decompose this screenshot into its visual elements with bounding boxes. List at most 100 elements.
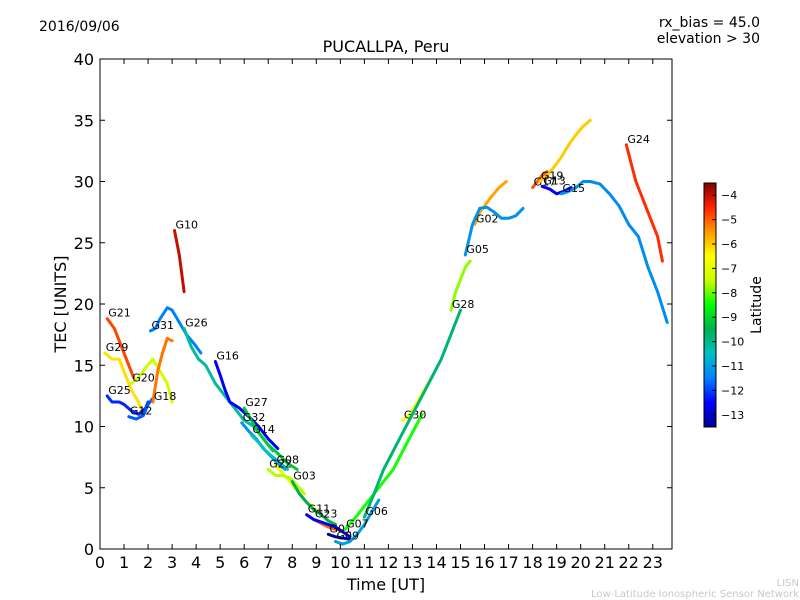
series-label-g11: G11 (308, 503, 331, 516)
series-line-g22 (266, 467, 306, 496)
x-tick-label: 7 (263, 553, 273, 572)
x-tick-label: 2 (143, 553, 153, 572)
colorbar-tick-label: −13 (721, 409, 744, 422)
series-label-g07: G07 (346, 517, 369, 530)
x-tick-label: 3 (167, 553, 177, 572)
series-label-g15: G15 (562, 182, 585, 195)
series-line-g10 (173, 229, 186, 294)
colorbar-tick-label: −6 (721, 238, 737, 251)
series-label-g28: G28 (452, 298, 475, 311)
colorbar-ticks: −4 −5 −6 −7 −8 −9 −10 −11 −12 −13 (712, 189, 744, 422)
y-tick-label: 10 (74, 418, 94, 437)
y-tick-label: 25 (74, 234, 94, 253)
series-label-g02: G02 (476, 212, 499, 225)
x-tick-label: 13 (402, 553, 422, 572)
x-tick-label: 16 (474, 553, 494, 572)
x-tick-label: 6 (239, 553, 249, 572)
y-tick-label: 20 (74, 295, 94, 314)
x-tick-label: 4 (191, 553, 201, 572)
series-label-g21: G21 (108, 307, 131, 320)
series-label-g31: G31 (151, 319, 174, 332)
series-line-g11 (305, 513, 352, 539)
colorbar-tick-label: −11 (721, 360, 744, 373)
series-g01: G01 (326, 522, 352, 541)
series-g02: G02 (473, 180, 508, 226)
series-g21: G21 (105, 307, 136, 379)
rx-bias-label: rx_bias = 45.0 (659, 15, 760, 31)
series-label-g13: G13 (543, 174, 566, 187)
series-label-g08: G08 (276, 454, 299, 467)
series-label-g01: G01 (329, 522, 352, 535)
x-tick-label: 10 (330, 553, 350, 572)
series-line-g16 (213, 360, 280, 451)
series-g29: G29 (103, 341, 145, 416)
footer-network: Low-Latitude Ionospheric Sensor Network (591, 589, 799, 600)
series-line-g20 (129, 357, 174, 404)
x-tick-label: 12 (378, 553, 398, 572)
series-g13: G13 (540, 174, 573, 196)
date-label: 2016/09/06 (39, 19, 120, 35)
x-tick-label: 15 (450, 553, 470, 572)
series-line-g15 (559, 180, 669, 324)
series-label-g09: G09 (337, 530, 360, 543)
series-g24: G24 (624, 133, 664, 263)
y-tick-label: 30 (74, 173, 94, 192)
series-g19: G19 (538, 118, 592, 183)
series-line-g02 (473, 180, 508, 226)
x-tick-label: 9 (311, 553, 321, 572)
series-line-g01 (326, 532, 352, 541)
x-tick-label: 23 (643, 553, 663, 572)
series-line-g03 (290, 480, 337, 526)
y-tick-label: 40 (74, 50, 94, 69)
series-line-g28 (449, 259, 472, 312)
series-label-g29: G29 (106, 341, 129, 354)
series-label-g10: G10 (176, 219, 199, 232)
series-line-g12 (127, 396, 155, 421)
elevation-label: elevation > 30 (657, 31, 760, 47)
series-label-g22: G22 (269, 457, 292, 470)
footer-acronym: LISN (777, 578, 799, 589)
series-line-g27 (242, 406, 299, 471)
series-g18: G18 (151, 336, 176, 404)
series-g11: G11 (305, 503, 352, 539)
x-tick-label: 1 (119, 553, 129, 572)
series-label-g24: G24 (627, 133, 650, 146)
series-line-g19 (538, 118, 592, 183)
series-label-g25: G25 (108, 384, 131, 397)
series-g14: G14 (249, 423, 289, 471)
x-tick-label: 0 (95, 553, 105, 572)
x-tick-label: 17 (498, 553, 518, 572)
colorbar-tick-label: −5 (721, 214, 737, 227)
colorbar-tick-label: −9 (721, 311, 737, 324)
series-line-g18 (151, 336, 174, 404)
x-tick-label: 18 (522, 553, 542, 572)
y-tick-label: 5 (84, 479, 94, 498)
series-line-g29 (103, 351, 145, 416)
series-g17: G17 (531, 170, 556, 190)
series-label-g19: G19 (541, 170, 564, 183)
chart-title: PUCALLPA, Peru (323, 37, 450, 56)
colorbar-tick-label: −4 (721, 189, 737, 202)
series-label-g23: G23 (315, 508, 338, 521)
colorbar-tick-label: −12 (721, 384, 744, 397)
series-label-g26: G26 (185, 317, 208, 330)
series-label-g32: G32 (243, 411, 266, 424)
x-tick-label: 11 (354, 553, 374, 572)
series-label-g14: G14 (252, 423, 275, 436)
colorbar-tick-label: −10 (721, 336, 744, 349)
axis-ticks: 0 1 2 3 4 5 6 7 8 9 10 11 12 13 14 15 16 17 18 19 20 21 22 2305… (74, 50, 672, 572)
x-axis-label: Time [UT] (346, 575, 425, 594)
series-line-g09 (334, 498, 381, 546)
series-label-g03: G03 (293, 470, 316, 483)
series-label-g05: G05 (466, 243, 489, 256)
colorbar-tick-label: −7 (721, 262, 737, 275)
series-line-g13 (540, 184, 573, 196)
x-tick-label: 14 (426, 553, 446, 572)
series-g22: G22 (266, 457, 306, 496)
x-tick-label: 21 (595, 553, 615, 572)
series-g05: G05 (463, 205, 525, 257)
series-g16: G16 (213, 350, 280, 451)
x-tick-label: 22 (619, 553, 639, 572)
